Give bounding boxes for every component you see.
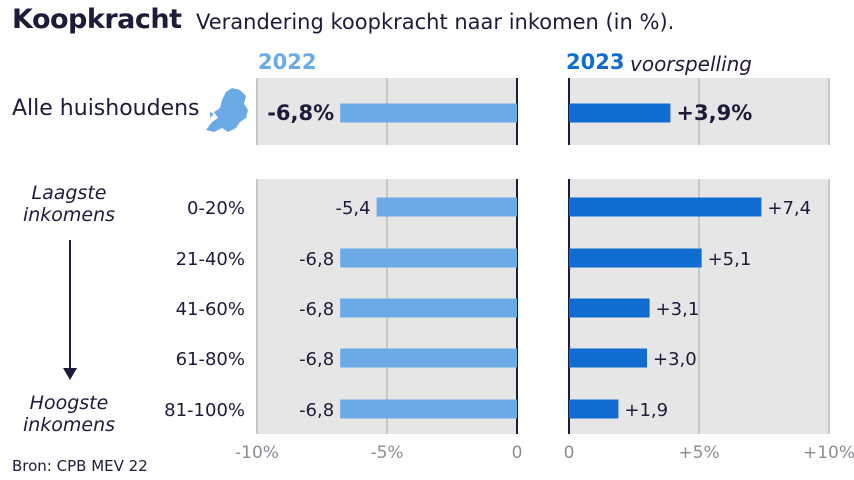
panel-2022-bar <box>340 399 517 419</box>
category-label: 21-40% <box>176 249 245 270</box>
panel-2023-value-label: +3,1 <box>656 299 700 320</box>
panel-2022-tick-label: -5% <box>370 443 403 463</box>
source-note: Bron: CPB MEV 22 <box>12 457 148 475</box>
panel-2022-tick-label: -10% <box>235 443 279 463</box>
panel-2022-value-label: -6,8 <box>299 299 334 320</box>
panel-2022-bar <box>376 197 517 217</box>
panel-2022-bar <box>340 103 517 123</box>
panel-2023-bar <box>569 103 671 123</box>
panel-2023-bar <box>569 399 619 419</box>
panel-2022-value-label: -6,8 <box>299 349 334 370</box>
category-label: 61-80% <box>176 349 245 370</box>
year-2023-header: 2023 <box>566 50 625 74</box>
highest-incomes-label: Hoogste inkomens <box>4 392 134 436</box>
panel-2022-tick-label: 0 <box>512 443 523 463</box>
year-2022-header: 2022 <box>258 50 317 74</box>
category-label: 81-100% <box>164 400 245 421</box>
panel-2022-value-label: -5,4 <box>335 198 370 219</box>
chart-subtitle: Verandering koopkracht naar inkomen (in … <box>196 10 675 34</box>
panel-2022-value-label: -6,8% <box>267 101 334 125</box>
panel-2023-tick-label: 0 <box>564 443 575 463</box>
all-households-label: Alle huishoudens <box>12 96 200 121</box>
lowest-incomes-label: Laagste inkomens <box>4 182 134 226</box>
panel-2023-tick-label: +10% <box>803 443 854 463</box>
lowest-incomes-line-1: Laagste <box>31 182 107 204</box>
panel-2022-bar <box>340 248 517 268</box>
panel-2023-bar <box>569 298 650 318</box>
category-label: 41-60% <box>176 299 245 320</box>
panel-2023-value-label: +7,4 <box>767 198 811 219</box>
lowest-incomes-line-2: inkomens <box>22 204 116 226</box>
highest-incomes-line-2: inkomens <box>22 414 116 436</box>
panel-2023-bar <box>569 348 647 368</box>
forecast-label: voorspelling <box>630 52 752 76</box>
panel-2022-bar <box>340 348 517 368</box>
income-direction-arrow <box>63 240 77 380</box>
panel-2023-bar <box>569 248 702 268</box>
panel-2022-bar <box>340 298 517 318</box>
netherlands-map-icon <box>206 88 248 132</box>
panel-2023-value-label: +3,0 <box>653 349 697 370</box>
chart-title: Koopkracht <box>12 4 182 35</box>
highest-incomes-line-1: Hoogste <box>29 392 109 414</box>
panel-2023-value-label: +1,9 <box>624 400 668 421</box>
panel-2022-value-label: -6,8 <box>299 249 334 270</box>
category-label: 0-20% <box>187 198 245 219</box>
panel-2023-tick-label: +5% <box>678 443 719 463</box>
panel-2023-bar <box>569 197 762 217</box>
panel-2022-value-label: -6,8 <box>299 400 334 421</box>
panel-2023-value-label: +5,1 <box>708 249 752 270</box>
panel-2023-value-label: +3,9% <box>676 101 752 125</box>
